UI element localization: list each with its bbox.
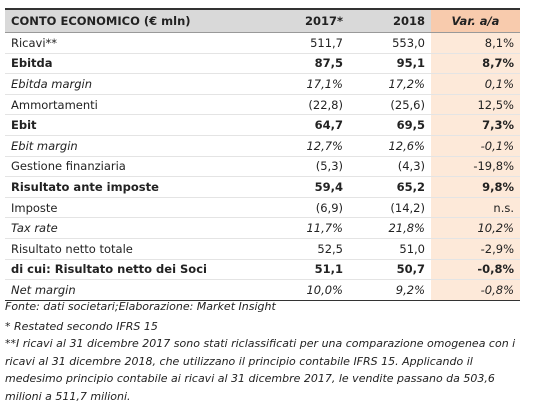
table-row: Risultato ante imposte 59,4 65,2 9,8% (5, 176, 520, 198)
table-row: Tax rate 11,7% 21,8% 10,2% (5, 217, 520, 239)
value-cell: -19,8% (431, 156, 520, 178)
row-label: Ebit (5, 114, 267, 136)
value-cell: (22,8) (267, 94, 349, 116)
value-cell: (14,2) (349, 197, 431, 219)
header-row: CONTO ECONOMICO (€ mln) 2017* 2018 Var. a/a (5, 8, 520, 33)
value-cell: 64,7 (267, 114, 349, 136)
row-label: Imposte (5, 197, 267, 219)
table-row: Ebit margin 12,7% 12,6% -0,1% (5, 135, 520, 157)
footnote: Fonte: dati societari;Elaborazione: Mark… (5, 300, 276, 313)
value-cell: 7,3% (431, 114, 520, 136)
table-row: di cui: Risultato netto dei Soci 51,1 50,7… (5, 258, 520, 281)
value-cell: 8,1% (431, 32, 520, 54)
table-row: Ebit 64,7 69,5 7,3% (5, 114, 520, 136)
value-cell: 95,1 (349, 53, 431, 75)
header-cell: Var. a/a (431, 8, 520, 33)
value-cell: 59,4 (267, 176, 349, 198)
row-label: Ebitda (5, 53, 267, 75)
value-cell: -0,8% (431, 258, 520, 281)
row-label: Ammortamenti (5, 94, 267, 116)
header-cell: 2017* (267, 8, 349, 33)
value-cell: (4,3) (349, 156, 431, 178)
value-cell: 10,0% (267, 279, 349, 301)
value-cell: 511,7 (267, 32, 349, 54)
row-label: Net margin (5, 279, 267, 301)
value-cell: -0,1% (431, 135, 520, 157)
row-label: Gestione finanziaria (5, 156, 267, 178)
footnote: * Restated secondo IFRS 15 (5, 319, 158, 333)
value-cell: (25,6) (349, 94, 431, 116)
value-cell: 9,2% (349, 279, 431, 301)
value-cell: 17,2% (349, 73, 431, 95)
row-label: di cui: Risultato netto dei Soci (5, 258, 267, 281)
row-label: Tax rate (5, 217, 267, 239)
value-cell: 21,8% (349, 217, 431, 239)
header-cell: CONTO ECONOMICO (€ mln) (5, 8, 267, 33)
value-cell: 65,2 (349, 176, 431, 198)
value-cell: 0,1% (431, 73, 520, 95)
value-cell: (5,3) (267, 156, 349, 178)
value-cell: n.s. (431, 197, 520, 219)
value-cell: 12,6% (349, 135, 431, 157)
value-cell: -2,9% (431, 238, 520, 260)
value-cell: 8,7% (431, 53, 520, 75)
row-label: Ebitda margin (5, 73, 267, 95)
value-cell: -0,8% (431, 279, 520, 301)
table-row: Ebitda margin 17,1% 17,2% 0,1% (5, 73, 520, 95)
value-cell: 17,1% (267, 73, 349, 95)
table-row: Ebitda 87,5 95,1 8,7% (5, 53, 520, 75)
table-row: Risultato netto totale 52,5 51,0 -2,9% (5, 238, 520, 260)
table-row: Ricavi** 511,7 553,0 8,1% (5, 32, 520, 54)
value-cell: 69,5 (349, 114, 431, 136)
value-cell: 51,0 (349, 238, 431, 260)
value-cell: 553,0 (349, 32, 431, 54)
row-label: Risultato netto totale (5, 238, 267, 260)
row-label: Ebit margin (5, 135, 267, 157)
value-cell: (6,9) (267, 197, 349, 219)
row-label: Risultato ante imposte (5, 176, 267, 198)
value-cell: 87,5 (267, 53, 349, 75)
value-cell: 11,7% (267, 217, 349, 239)
notes: Fonte: dati societari;Elaborazione: Mark… (5, 298, 520, 405)
row-label: Ricavi** (5, 32, 267, 54)
value-cell: 12,5% (431, 94, 520, 116)
value-cell: 50,7 (349, 258, 431, 281)
footnote: **I ricavi al 31 dicembre 2017 sono stat… (5, 337, 516, 403)
income-table: CONTO ECONOMICO (€ mln) 2017* 2018 Var. a/a… (5, 8, 520, 301)
table-row: Ammortamenti (22,8) (25,6) 12,5% (5, 94, 520, 116)
value-cell: 51,1 (267, 258, 349, 281)
header-cell: 2018 (349, 8, 431, 33)
value-cell: 52,5 (267, 238, 349, 260)
value-cell: 12,7% (267, 135, 349, 157)
table-row: Net margin 10,0% 9,2% -0,8% (5, 279, 520, 301)
value-cell: 10,2% (431, 217, 520, 239)
table-row: Imposte (6,9) (14,2) n.s. (5, 197, 520, 219)
value-cell: 9,8% (431, 176, 520, 198)
table-row: Gestione finanziaria (5,3) (4,3) -19,8% (5, 156, 520, 178)
